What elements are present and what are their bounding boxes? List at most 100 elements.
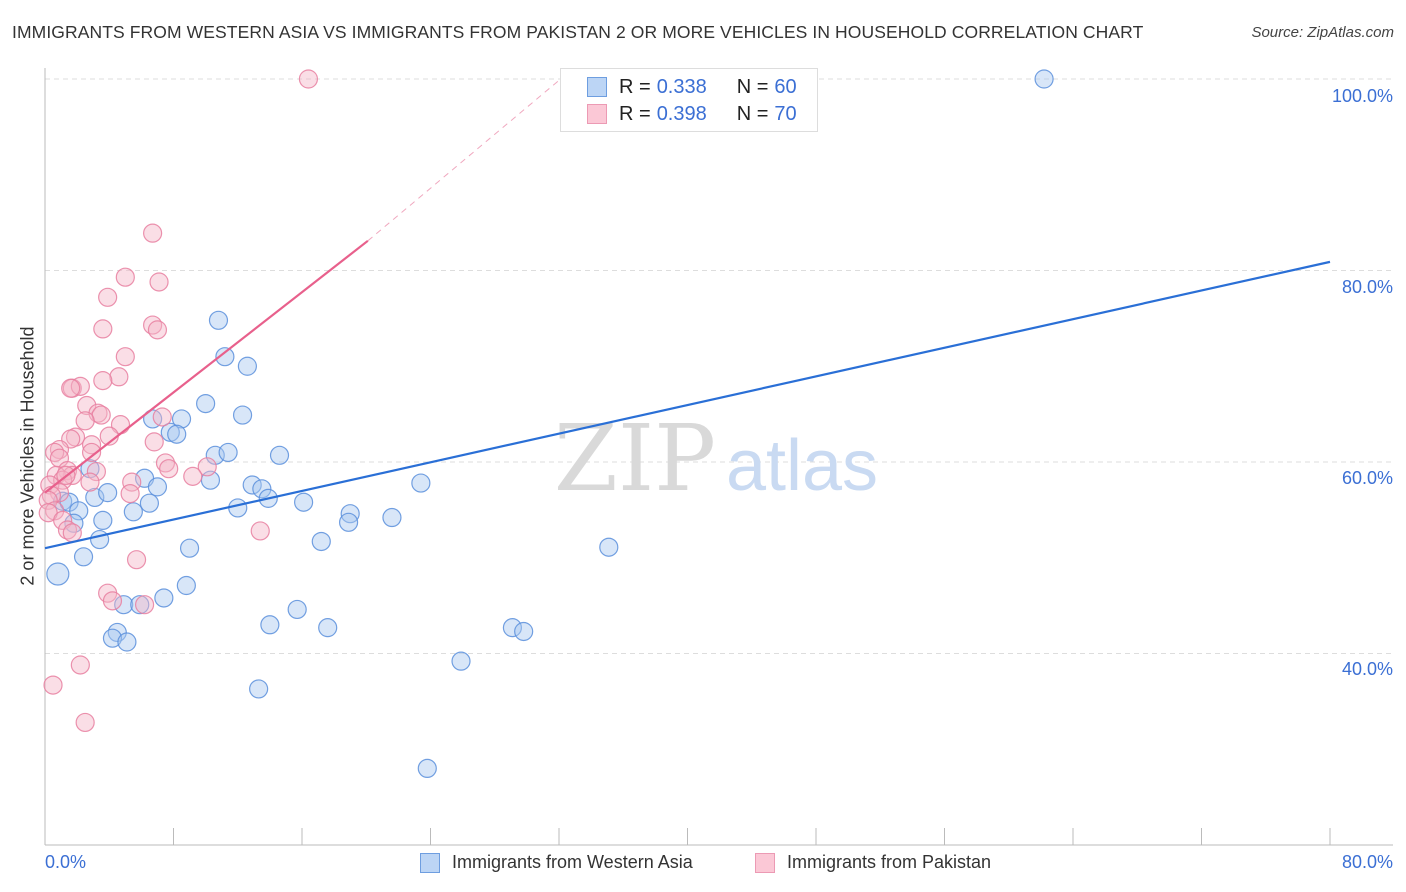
point-pakistan [62, 465, 82, 486]
watermark: ZIP atlas [554, 405, 878, 512]
pink-swatch-icon [587, 104, 607, 124]
point-pakistan [115, 267, 135, 287]
point-western-asia [215, 347, 235, 367]
y-tick-label: 100.0% [1331, 86, 1393, 106]
point-western-asia [287, 599, 307, 620]
y-tick-label: 80.0% [1341, 277, 1393, 297]
legend-item-pakistan: Immigrants from Pakistan [755, 852, 991, 873]
point-western-asia [269, 445, 290, 465]
point-pakistan [70, 376, 90, 396]
legend-row-pakistan: R = 0.398 N = 70 [587, 101, 797, 127]
legend-label: Immigrants from Western Asia [452, 852, 693, 872]
trendline-western-asia [44, 260, 1331, 550]
point-pakistan [155, 453, 176, 473]
point-western-asia [451, 651, 471, 671]
point-western-asia [417, 758, 437, 779]
point-pakistan [62, 523, 82, 543]
point-western-asia [114, 595, 134, 615]
blue-swatch-icon [587, 77, 607, 97]
point-western-asia [232, 405, 253, 425]
point-pakistan [109, 367, 129, 387]
watermark-zip: ZIP [554, 405, 716, 512]
x-tick-label: 80.0% [1341, 852, 1393, 872]
point-western-asia [179, 538, 200, 558]
point-pakistan [80, 472, 100, 492]
point-pakistan [102, 591, 123, 611]
point-pakistan [115, 347, 135, 367]
stats-legend: R = 0.338 N = 60 R = 0.398 N = 70 [560, 68, 818, 132]
point-western-asia [73, 547, 94, 567]
point-western-asia [139, 493, 160, 513]
r-value: 0.398 [656, 102, 707, 125]
point-western-asia [69, 501, 89, 521]
trendline-pakistan-extension [367, 78, 561, 242]
pink-swatch-icon [755, 852, 775, 873]
point-western-asia [90, 529, 110, 550]
point-western-asia [599, 537, 619, 557]
point-pakistan [81, 435, 102, 455]
point-western-asia [102, 628, 123, 648]
point-western-asia [123, 502, 143, 522]
point-pakistan [250, 521, 270, 541]
y-tick-label: 60.0% [1341, 468, 1393, 488]
r-label: R = [619, 102, 651, 125]
point-pakistan [77, 395, 97, 416]
point-western-asia [93, 510, 113, 531]
point-western-asia [514, 621, 534, 642]
point-western-asia [237, 356, 257, 376]
point-pakistan [70, 655, 90, 675]
point-pakistan [61, 378, 81, 398]
trendline-pakistan [44, 239, 369, 494]
point-western-asia [154, 588, 174, 608]
point-western-asia [171, 409, 192, 429]
point-western-asia [228, 498, 248, 518]
point-western-asia [117, 632, 137, 652]
point-western-asia [176, 575, 196, 596]
point-pakistan [159, 459, 179, 479]
point-pakistan [197, 457, 217, 477]
r-value: 0.338 [656, 75, 707, 98]
r-label: R = [619, 75, 651, 98]
point-pakistan [134, 595, 155, 615]
point-western-asia [502, 618, 523, 638]
legend-label: Immigrants from Pakistan [787, 852, 992, 872]
point-western-asia [196, 393, 216, 414]
point-western-asia [147, 477, 168, 497]
n-value: 70 [774, 102, 797, 125]
watermark-atlas: atlas [726, 426, 878, 506]
point-western-asia [249, 679, 269, 699]
point-pakistan [98, 287, 118, 307]
point-pakistan [91, 405, 111, 425]
point-pakistan [93, 371, 113, 391]
point-pakistan [43, 675, 63, 695]
point-western-asia [318, 618, 338, 638]
point-western-asia [98, 483, 118, 503]
legend-row-western-asia: R = 0.338 N = 60 [587, 74, 797, 100]
blue-swatch-icon [420, 852, 440, 873]
point-western-asia [218, 442, 238, 463]
y-tick-label: 40.0% [1341, 659, 1393, 679]
point-pakistan [81, 442, 102, 463]
point-pakistan [149, 272, 169, 292]
source-label: Source: ZipAtlas.com [1251, 24, 1394, 41]
point-pakistan [86, 461, 107, 482]
point-western-asia [46, 562, 70, 586]
point-western-asia [242, 475, 262, 495]
point-western-asia [85, 487, 105, 508]
point-pakistan [144, 432, 164, 452]
point-western-asia [411, 473, 431, 493]
point-western-asia [252, 479, 272, 499]
point-pakistan [143, 223, 163, 243]
point-western-asia [130, 595, 150, 615]
n-value: 60 [774, 75, 797, 98]
point-western-asia [311, 531, 331, 552]
point-western-asia [382, 507, 402, 528]
point-pakistan [298, 69, 319, 89]
point-pakistan [126, 550, 147, 570]
point-pakistan [75, 411, 95, 431]
n-label: N = [736, 75, 769, 98]
point-western-asia [260, 615, 280, 635]
point-pakistan [183, 466, 203, 486]
point-western-asia [208, 310, 229, 330]
